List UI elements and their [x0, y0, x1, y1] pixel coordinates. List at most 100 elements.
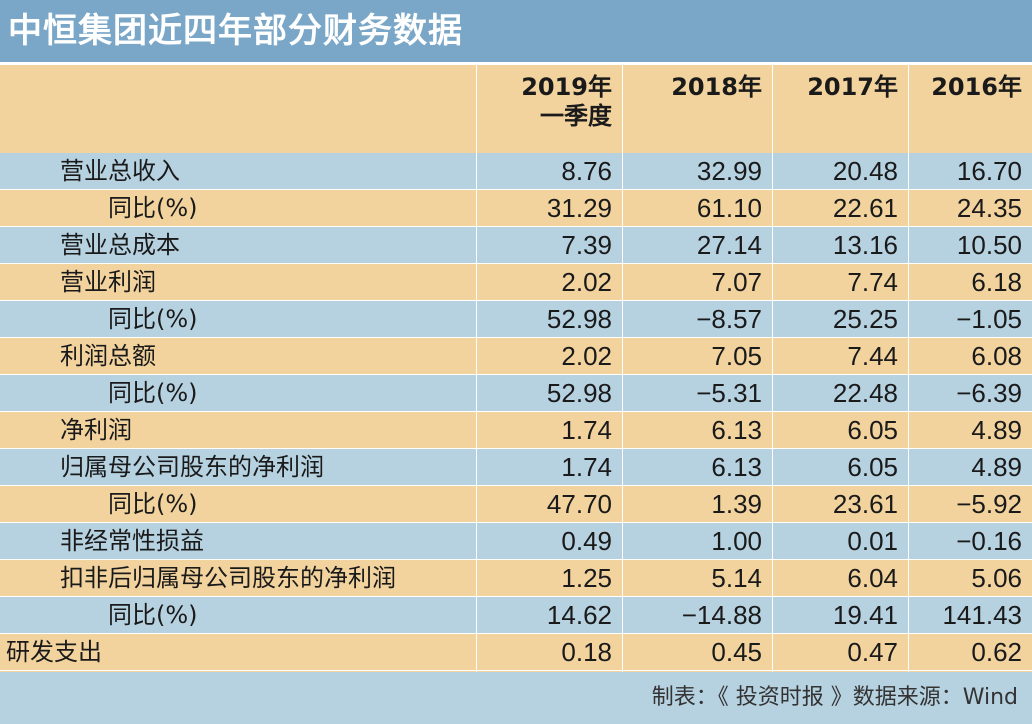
table-row: 同比(%) 52.98 −8.57 25.25 −1.05 — [0, 301, 1032, 338]
value-cell: 7.74 — [847, 267, 898, 297]
value-cell: 52.98 — [546, 378, 612, 408]
column-divider — [476, 65, 477, 672]
value-cell: 4.89 — [971, 415, 1022, 445]
table-row: 营业总成本 7.39 27.14 13.16 10.50 — [0, 227, 1032, 264]
table-row: 研发支出 0.18 0.45 0.47 0.62 — [0, 634, 1032, 671]
table-row: 归属母公司股东的净利润 1.74 6.13 6.05 4.89 — [0, 449, 1032, 486]
value-cell: 16.70 — [956, 156, 1022, 186]
value-cell: 6.13 — [711, 452, 762, 482]
title-divider — [0, 62, 1032, 65]
value-cell: 6.05 — [847, 452, 898, 482]
value-cell: 23.61 — [832, 489, 898, 519]
row-label: 同比(%) — [108, 601, 198, 629]
value-cell: 52.98 — [546, 304, 612, 334]
source-note: 制表：《 投资时报 》数据来源：Wind — [651, 685, 1018, 710]
value-cell: 6.04 — [847, 563, 898, 593]
value-cell: 5.14 — [711, 563, 762, 593]
value-cell: 14.62 — [546, 600, 612, 630]
header-col-2019q1-line1: 2019年 — [521, 73, 612, 101]
value-cell: −14.88 — [681, 600, 762, 630]
value-cell: 10.50 — [956, 230, 1022, 260]
value-cell: 1.39 — [711, 489, 762, 519]
header-col-2017: 2017年 — [772, 65, 908, 153]
table-row: 非经常性损益 0.49 1.00 0.01 −0.16 — [0, 523, 1032, 560]
value-cell: 0.18 — [561, 637, 612, 667]
row-label: 同比(%) — [108, 194, 198, 222]
header-col-2016-line1: 2016年 — [931, 73, 1022, 101]
header-col-2017-line1: 2017年 — [807, 73, 898, 101]
header-col-2019q1-line2: 一季度 — [540, 102, 612, 130]
row-label: 营业利润 — [60, 268, 156, 296]
value-cell: 7.05 — [711, 341, 762, 371]
value-cell: 0.62 — [971, 637, 1022, 667]
footer: 制表：《 投资时报 》数据来源：Wind — [0, 672, 1032, 724]
value-cell: 1.74 — [561, 415, 612, 445]
value-cell: 6.05 — [847, 415, 898, 445]
value-cell: −1.05 — [956, 304, 1022, 334]
column-divider — [772, 65, 773, 672]
row-label: 营业总收入 — [60, 157, 180, 185]
title-bar: 中恒集团近四年部分财务数据 — [0, 0, 1032, 62]
row-label: 归属母公司股东的净利润 — [60, 453, 324, 481]
value-cell: 6.08 — [971, 341, 1022, 371]
value-cell: 24.35 — [956, 193, 1022, 223]
value-cell: 1.00 — [711, 526, 762, 556]
table-row: 同比(%) 14.62 −14.88 19.41 141.43 — [0, 597, 1032, 634]
value-cell: 6.18 — [971, 267, 1022, 297]
table-row: 净利润 1.74 6.13 6.05 4.89 — [0, 412, 1032, 449]
row-label: 扣非后归属母公司股东的净利润 — [60, 564, 396, 592]
value-cell: 22.48 — [832, 378, 898, 408]
value-cell: 7.07 — [711, 267, 762, 297]
value-cell: 141.43 — [942, 600, 1022, 630]
value-cell: 47.70 — [546, 489, 612, 519]
row-label: 同比(%) — [108, 490, 198, 518]
value-cell: 5.06 — [971, 563, 1022, 593]
value-cell: 1.25 — [561, 563, 612, 593]
value-cell: 27.14 — [696, 230, 762, 260]
header-col-2018-line1: 2018年 — [671, 73, 762, 101]
row-label: 同比(%) — [108, 379, 198, 407]
table-row: 利润总额 2.02 7.05 7.44 6.08 — [0, 338, 1032, 375]
table-header: 2019年 一季度 2018年 2017年 2016年 — [0, 65, 1032, 153]
row-label: 研发支出 — [6, 638, 102, 666]
value-cell: 22.61 — [832, 193, 898, 223]
value-cell: −6.39 — [956, 378, 1022, 408]
value-cell: 0.47 — [847, 637, 898, 667]
value-cell: 8.76 — [561, 156, 612, 186]
table-row: 营业利润 2.02 7.07 7.74 6.18 — [0, 264, 1032, 301]
value-cell: −8.57 — [696, 304, 762, 334]
value-cell: 2.02 — [561, 341, 612, 371]
table-row: 营业总收入 8.76 32.99 20.48 16.70 — [0, 153, 1032, 190]
value-cell: 6.13 — [711, 415, 762, 445]
value-cell: 20.48 — [832, 156, 898, 186]
value-cell: 61.10 — [696, 193, 762, 223]
value-cell: −5.31 — [696, 378, 762, 408]
table-row: 扣非后归属母公司股东的净利润 1.25 5.14 6.04 5.06 — [0, 560, 1032, 597]
value-cell: 1.74 — [561, 452, 612, 482]
table-row: 同比(%) 47.70 1.39 23.61 −5.92 — [0, 486, 1032, 523]
header-col-2019q1: 2019年 一季度 — [476, 65, 622, 153]
row-label: 利润总额 — [60, 342, 156, 370]
table-row: 同比(%) 31.29 61.10 22.61 24.35 — [0, 190, 1032, 227]
value-cell: 0.45 — [711, 637, 762, 667]
column-divider — [622, 65, 623, 672]
row-label: 同比(%) — [108, 305, 198, 333]
row-label: 非经常性损益 — [60, 527, 204, 555]
value-cell: 25.25 — [832, 304, 898, 334]
value-cell: 0.49 — [561, 526, 612, 556]
value-cell: 2.02 — [561, 267, 612, 297]
value-cell: −0.16 — [956, 526, 1022, 556]
header-col-2016: 2016年 — [908, 65, 1032, 153]
row-label: 净利润 — [60, 416, 132, 444]
value-cell: 7.39 — [561, 230, 612, 260]
table-title: 中恒集团近四年部分财务数据 — [8, 11, 463, 51]
value-cell: 19.41 — [832, 600, 898, 630]
table-row: 同比(%) 52.98 −5.31 22.48 −6.39 — [0, 375, 1032, 412]
value-cell: 7.44 — [847, 341, 898, 371]
header-col-2018: 2018年 — [622, 65, 772, 153]
value-cell: 13.16 — [832, 230, 898, 260]
value-cell: 32.99 — [696, 156, 762, 186]
row-label: 营业总成本 — [60, 231, 180, 259]
value-cell: 4.89 — [971, 452, 1022, 482]
